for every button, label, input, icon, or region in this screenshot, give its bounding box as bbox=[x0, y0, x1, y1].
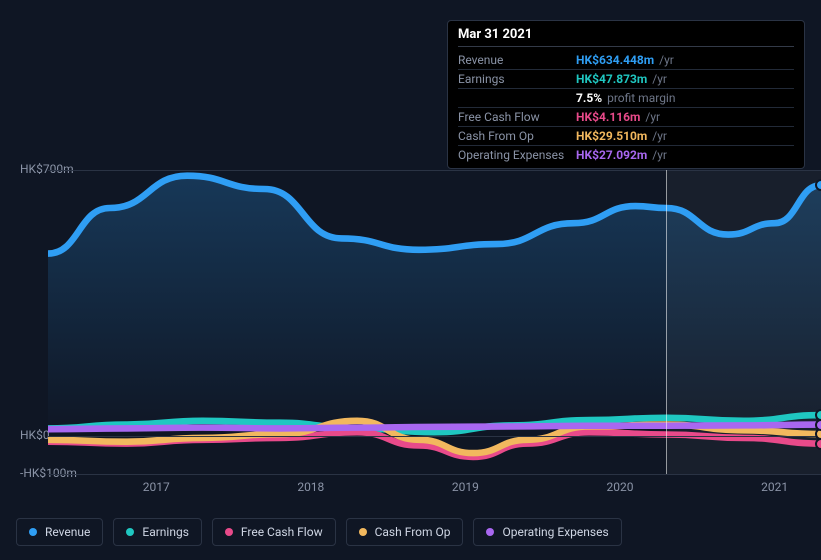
gridline bbox=[48, 170, 821, 171]
x-axis-label: 2018 bbox=[297, 480, 324, 494]
tooltip-row-fcf: Free Cash FlowHK$4.116m /yr bbox=[458, 108, 794, 127]
x-axis-label: 2020 bbox=[607, 480, 634, 494]
series-svg bbox=[48, 170, 821, 474]
tooltip-row-cfo: Cash From OpHK$29.510m /yr bbox=[458, 127, 794, 146]
plot-area[interactable]: 20172018201920202021 bbox=[48, 170, 821, 474]
legend-dot-icon bbox=[29, 528, 37, 536]
x-axis-label: 2021 bbox=[761, 480, 788, 494]
tooltip-label: Operating Expenses bbox=[458, 146, 576, 165]
gridline bbox=[48, 436, 821, 437]
tooltip-row-margin: 7.5% profit margin bbox=[458, 89, 794, 108]
tooltip-table: RevenueHK$634.448m /yrEarningsHK$47.873m… bbox=[458, 51, 794, 164]
tooltip-value: 7.5% profit margin bbox=[576, 89, 794, 108]
tooltip-date: Mar 31 2021 bbox=[458, 27, 794, 47]
gridline bbox=[48, 474, 821, 475]
legend-item-cfo[interactable]: Cash From Op bbox=[346, 518, 464, 546]
series-marker-revenue bbox=[815, 179, 821, 191]
tooltip-value: HK$27.092m /yr bbox=[576, 146, 794, 165]
tooltip-value: HK$47.873m /yr bbox=[576, 70, 794, 89]
hover-tooltip: Mar 31 2021 RevenueHK$634.448m /yrEarnin… bbox=[447, 20, 805, 169]
chart-container: Mar 31 2021 RevenueHK$634.448m /yrEarnin… bbox=[0, 0, 821, 560]
legend: Revenue Earnings Free Cash Flow Cash From O… bbox=[16, 518, 622, 546]
legend-label: Earnings bbox=[142, 525, 189, 539]
tooltip-label: Cash From Op bbox=[458, 127, 576, 146]
tooltip-label: Earnings bbox=[458, 70, 576, 89]
legend-label: Operating Expenses bbox=[502, 525, 608, 539]
tooltip-row-earnings: EarningsHK$47.873m /yr bbox=[458, 70, 794, 89]
series-line-opex bbox=[48, 425, 821, 430]
tooltip-row-opex: Operating ExpensesHK$27.092m /yr bbox=[458, 146, 794, 165]
cursor-line bbox=[666, 170, 667, 474]
tooltip-value: HK$29.510m /yr bbox=[576, 127, 794, 146]
legend-item-earnings[interactable]: Earnings bbox=[113, 518, 202, 546]
y-axis-label: HK$0 bbox=[20, 428, 50, 442]
series-area-revenue bbox=[48, 176, 821, 436]
tooltip-label: Revenue bbox=[458, 51, 576, 70]
tooltip-label: Free Cash Flow bbox=[458, 108, 576, 127]
legend-item-opex[interactable]: Operating Expenses bbox=[473, 518, 621, 546]
tooltip-label bbox=[458, 89, 576, 108]
legend-label: Revenue bbox=[45, 525, 90, 539]
tooltip-value: HK$4.116m /yr bbox=[576, 108, 794, 127]
tooltip-row-revenue: RevenueHK$634.448m /yr bbox=[458, 51, 794, 70]
x-axis-label: 2017 bbox=[143, 480, 170, 494]
tooltip-value: HK$634.448m /yr bbox=[576, 51, 794, 70]
x-axis-label: 2019 bbox=[452, 480, 479, 494]
legend-dot-icon bbox=[359, 528, 367, 536]
legend-item-revenue[interactable]: Revenue bbox=[16, 518, 103, 546]
legend-dot-icon bbox=[486, 528, 494, 536]
legend-item-fcf[interactable]: Free Cash Flow bbox=[212, 518, 336, 546]
legend-label: Cash From Op bbox=[375, 525, 451, 539]
series-marker-opex bbox=[815, 419, 821, 431]
legend-dot-icon bbox=[126, 528, 134, 536]
legend-label: Free Cash Flow bbox=[241, 525, 323, 539]
legend-dot-icon bbox=[225, 528, 233, 536]
